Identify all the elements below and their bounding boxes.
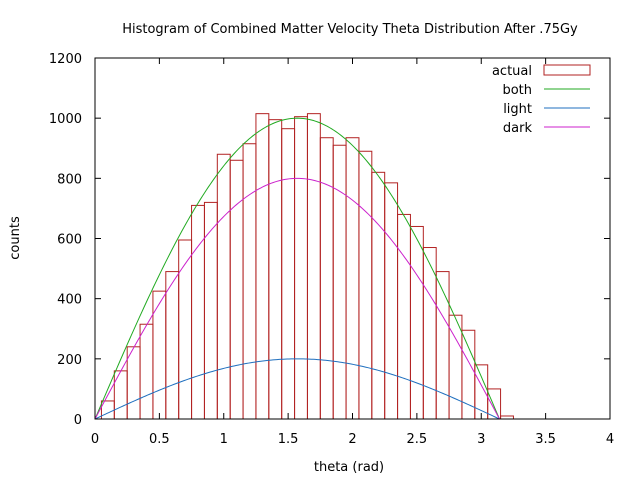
histogram-bar: [409, 225, 424, 420]
histogram-bar: [216, 153, 231, 420]
x-tick-label: 0: [91, 432, 99, 447]
histogram-bar: [139, 323, 154, 420]
x-tick-label: 4: [606, 432, 614, 447]
legend: actual both light dark: [492, 64, 591, 136]
x-tick-label: 2: [348, 432, 356, 447]
y-tick-label: 800: [57, 172, 82, 187]
axes-frame: [94, 57, 611, 420]
histogram-bar: [165, 271, 180, 420]
legend-swatch-actual: [543, 64, 591, 76]
legend-label-both: both: [502, 83, 532, 98]
histogram-bar: [397, 213, 411, 420]
histogram-bar: [345, 137, 360, 420]
y-tick-label: 600: [57, 233, 82, 248]
x-tick-label: 3: [477, 432, 485, 447]
histogram-bar: [384, 182, 399, 420]
histogram-bar: [191, 204, 205, 420]
y-tick-label: 200: [57, 353, 82, 368]
histogram-bar: [281, 128, 296, 420]
histogram-bar: [306, 113, 321, 420]
y-tick-label: 0: [74, 413, 82, 428]
legend-label-light: light: [503, 102, 532, 117]
x-axis: 0 0.5 1 1.5 2 2.5 3 3.5 4: [91, 58, 614, 447]
plot-border: [94, 57, 611, 420]
x-tick-label: 2.5: [407, 432, 428, 447]
y-axis: 0 200 400 600 800 1000 1200: [49, 52, 610, 428]
plot-area: [94, 113, 514, 420]
series-line-both: [94, 117, 500, 420]
x-tick-label: 1: [220, 432, 228, 447]
histogram-bar: [229, 159, 244, 420]
x-tick-label: 0.5: [149, 432, 170, 447]
histogram-bar: [294, 116, 308, 420]
histogram-bar: [113, 370, 128, 420]
chart-title: Histogram of Combined Matter Velocity Th…: [122, 22, 578, 37]
series-line-dark: [94, 177, 500, 420]
series-line-light: [94, 358, 500, 420]
histogram-bar: [255, 113, 270, 420]
histogram-bar: [358, 150, 373, 420]
y-tick-label: 1200: [49, 52, 82, 67]
y-tick-label: 1000: [49, 112, 82, 127]
x-tick-label: 1.5: [278, 432, 299, 447]
histogram-bar: [435, 271, 450, 420]
histogram-bar: [178, 239, 193, 420]
histogram-bar: [126, 346, 141, 420]
histogram-bar: [371, 171, 386, 420]
y-axis-label: counts: [8, 216, 23, 260]
x-tick-label: 3.5: [535, 432, 556, 447]
legend-label-dark: dark: [503, 121, 533, 136]
histogram-bar: [242, 143, 257, 420]
y-tick-label: 400: [57, 293, 82, 308]
histogram-bar: [319, 137, 334, 420]
histogram-bar: [268, 119, 283, 420]
histogram-bar: [203, 201, 218, 420]
histogram-bar: [332, 144, 347, 420]
histogram-bar: [461, 329, 476, 420]
legend-label-actual: actual: [492, 64, 532, 79]
x-axis-label: theta (rad): [314, 460, 384, 475]
